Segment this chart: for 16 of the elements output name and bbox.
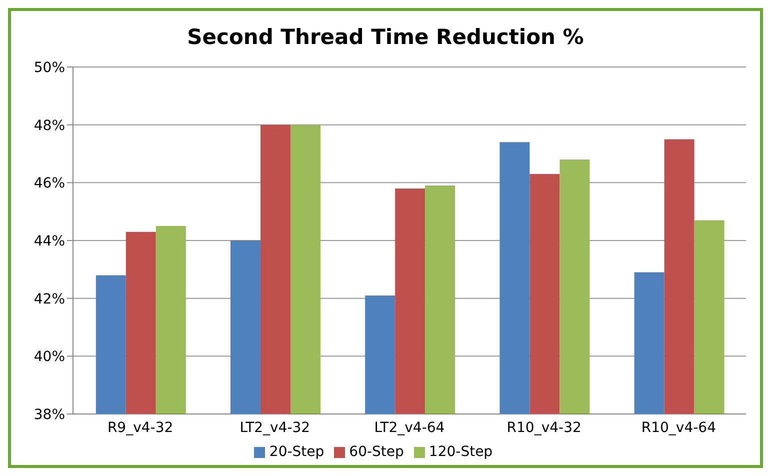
x-tick-label: R10_v4-64 (641, 420, 716, 436)
y-tick-label: 46% (34, 176, 65, 192)
y-tick-label: 38% (34, 406, 65, 423)
y-tick-label: 44% (34, 233, 65, 250)
x-tick-label: R9_v4-32 (107, 420, 174, 436)
legend-label: 20-Step (269, 444, 324, 460)
x-tick-label: LT2_v4-64 (374, 420, 445, 436)
y-tick-label: 50% (34, 60, 65, 76)
legend-label: 120-Step (428, 444, 493, 460)
legend-label: 60-Step (349, 444, 404, 460)
y-tick-label: 40% (34, 349, 65, 366)
y-tick-label: 42% (34, 291, 65, 308)
x-tick-label: R10_v4-32 (506, 420, 582, 436)
y-tick-label: 48% (34, 118, 65, 134)
chart-title: Second Thread Time Reduction % (186, 25, 585, 51)
x-tick-label: LT2_v4-32 (240, 420, 310, 436)
